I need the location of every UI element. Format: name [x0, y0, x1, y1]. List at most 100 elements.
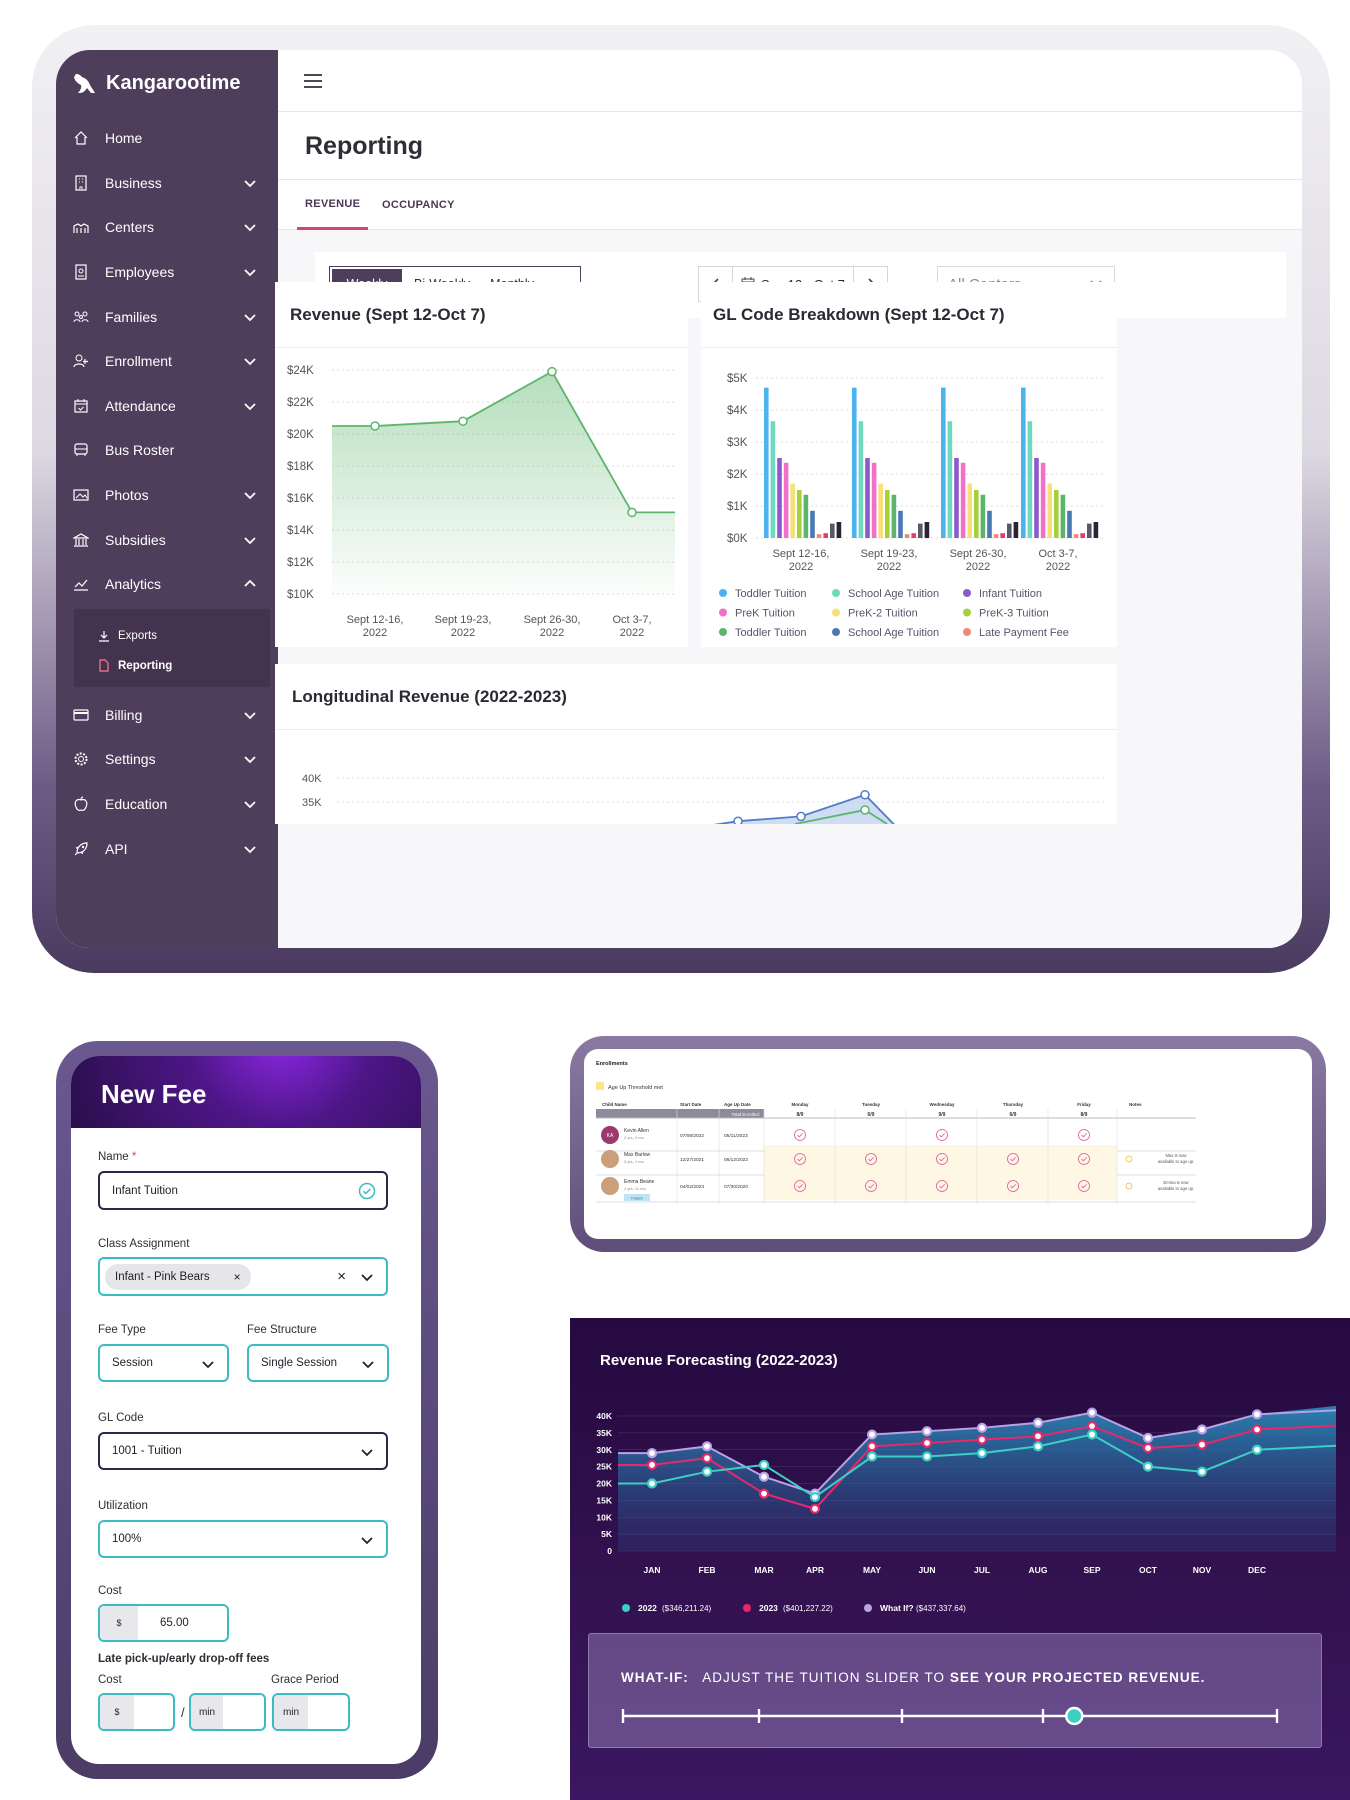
- name-label: Name *: [98, 1151, 136, 1163]
- tab-revenue[interactable]: REVENUE: [297, 180, 369, 230]
- tab-occupancy[interactable]: OCCUPANCY: [382, 199, 455, 211]
- sidebar-item-business[interactable]: Business: [56, 161, 278, 206]
- sidebar-item-reporting[interactable]: Reporting: [98, 651, 270, 681]
- x-tick-label: 2022: [1046, 561, 1070, 573]
- cost-field[interactable]: $ 65.00: [98, 1604, 229, 1642]
- child-name: Emma Beane: [624, 1179, 655, 1185]
- name-label-text: Name: [98, 1151, 129, 1163]
- sidebar-item-analytics[interactable]: Analytics: [56, 562, 278, 607]
- attendance-check: [1078, 1180, 1090, 1192]
- sidebar-item-exports[interactable]: Exports: [98, 621, 270, 651]
- data-point: [1196, 1439, 1208, 1450]
- utilization-select[interactable]: 100%: [98, 1520, 388, 1558]
- y-tick-label: 40K: [302, 773, 322, 785]
- fee-type-select[interactable]: Session: [98, 1344, 229, 1382]
- sidebar-item-enrollment[interactable]: Enrollment: [56, 339, 278, 384]
- sidebar-item-education[interactable]: Education: [56, 782, 278, 827]
- late-minutes-field[interactable]: min: [189, 1693, 266, 1731]
- x-tick-label: AUG: [1029, 1565, 1048, 1575]
- data-point: [701, 1453, 713, 1464]
- sidebar-item-photos[interactable]: Photos: [56, 473, 278, 518]
- gl-code-select[interactable]: 1001 - Tuition: [98, 1432, 388, 1470]
- avatar: [601, 1177, 619, 1195]
- data-point: [921, 1426, 933, 1437]
- attendance-check-mark: [797, 1133, 803, 1138]
- whatif-instruction: ADJUST THE TUITION SLIDER TO: [702, 1670, 946, 1685]
- ageup-date: 07/30/2020: [724, 1184, 748, 1190]
- total-value: 8/9: [797, 1112, 804, 1118]
- sidebar-item-centers[interactable]: Centers: [56, 205, 278, 250]
- chevron-down-icon: [242, 175, 258, 191]
- sidebar-item-attendance[interactable]: Attendance: [56, 384, 278, 429]
- currency-prefix: $: [100, 1695, 134, 1729]
- bar: [924, 522, 930, 538]
- sub-label: Reporting: [118, 659, 173, 672]
- bar: [1093, 522, 1099, 538]
- sidebar-item-home[interactable]: Home: [56, 116, 278, 161]
- clear-selection-button[interactable]: ×: [337, 1268, 346, 1285]
- start-date: 04/02/2023: [680, 1184, 704, 1190]
- late-fees-label: Late pick-up/early drop-off fees: [98, 1653, 270, 1665]
- bar: [1000, 533, 1005, 538]
- sidebar-item-label: Billing: [105, 706, 143, 723]
- sidebar-item-families[interactable]: Families: [56, 294, 278, 339]
- name-field[interactable]: Infant Tuition: [98, 1171, 388, 1210]
- total-value: 9/9: [939, 1112, 946, 1118]
- fee-structure-value: Single Session: [261, 1357, 338, 1369]
- ageup-date: 06/12/2022: [724, 1157, 748, 1163]
- bar: [885, 490, 890, 538]
- y-tick-label: 25K: [596, 1462, 612, 1472]
- attendance-check: [1078, 1153, 1090, 1165]
- data-point: [1251, 1424, 1263, 1435]
- sidebar-item-label: Education: [105, 796, 168, 813]
- sidebar-item-billing[interactable]: Billing: [56, 693, 278, 738]
- sidebar-item-subsidies[interactable]: Subsidies: [56, 517, 278, 562]
- data-point: [860, 805, 870, 815]
- data-point: [646, 1459, 658, 1471]
- y-tick-label: $20K: [287, 429, 314, 441]
- fee-structure-select[interactable]: Single Session: [247, 1344, 389, 1382]
- tuition-slider[interactable]: [589, 1698, 1323, 1738]
- row-highlight: [764, 1145, 1117, 1173]
- bar: [954, 458, 959, 538]
- legend-name: 2022: [638, 1603, 657, 1613]
- legend-label: Late Payment Fee: [979, 627, 1069, 639]
- data-point: [1196, 1466, 1208, 1477]
- late-cost-field[interactable]: $: [98, 1693, 175, 1731]
- sidebar-item-label: Bus Roster: [105, 442, 175, 459]
- cost-value: 65.00: [160, 1617, 189, 1629]
- name-value: Infant Tuition: [112, 1184, 178, 1197]
- hamburger-menu-icon[interactable]: [304, 73, 322, 88]
- sidebar-item-employees[interactable]: Employees: [56, 250, 278, 295]
- x-tick-label: Oct 3-7,: [1038, 548, 1077, 560]
- bar: [941, 387, 946, 538]
- apple-icon: [73, 796, 89, 812]
- x-tick-label: Sept 19-23,: [435, 614, 492, 626]
- avatar: [601, 1150, 619, 1168]
- class-select[interactable]: Infant - Pink Bears × ×: [98, 1257, 388, 1296]
- chip-remove-button[interactable]: ×: [233, 1269, 241, 1284]
- sidebar-item-api[interactable]: API: [56, 826, 278, 871]
- bar: [858, 421, 864, 538]
- legend-label: PreK-3 Tuition: [979, 608, 1049, 620]
- bar: [770, 421, 776, 538]
- legend-total: ($437,337.64): [916, 1604, 966, 1613]
- bar: [823, 533, 828, 538]
- download-icon: [99, 630, 109, 642]
- brand[interactable]: Kangarootime: [56, 50, 278, 116]
- start-date: 12/27/2021: [680, 1157, 704, 1163]
- attendance-check-mark: [1010, 1157, 1016, 1162]
- child-age: 4 yrs, 11 mo: [624, 1186, 646, 1191]
- sidebar-item-label: Subsidies: [105, 531, 166, 548]
- class-chip-label: Infant - Pink Bears: [115, 1270, 210, 1283]
- sidebar-item-settings[interactable]: Settings: [56, 737, 278, 782]
- data-point: [1142, 1442, 1154, 1454]
- grace-period-field[interactable]: min: [272, 1693, 350, 1731]
- bar: [871, 462, 877, 538]
- legend-dot: [719, 589, 727, 597]
- column-header: Notes: [1129, 1102, 1142, 1107]
- note-text: Max is now: [1166, 1153, 1188, 1158]
- sidebar-item-bus-roster[interactable]: Bus Roster: [56, 428, 278, 473]
- legend-dot: [743, 1604, 751, 1612]
- sidebar-item-label: Photos: [105, 487, 149, 504]
